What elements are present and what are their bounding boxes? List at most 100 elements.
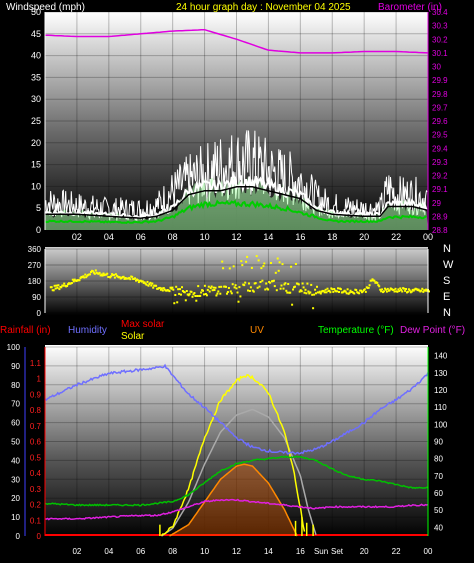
direction-point: [134, 277, 136, 280]
direction-point: [206, 288, 209, 291]
direction-point: [221, 260, 224, 263]
wind-tick-label: 25: [31, 116, 41, 126]
direction-point: [161, 289, 164, 292]
direction-point: [276, 257, 279, 260]
direction-point: [210, 285, 213, 288]
direction-point: [147, 284, 150, 287]
direction-point: [102, 272, 105, 275]
direction-point: [381, 288, 384, 291]
barometer-tick-label: 29.2: [432, 172, 448, 181]
direction-tick-label: 90: [32, 293, 41, 302]
direction-point: [310, 283, 313, 286]
direction-point: [311, 293, 314, 296]
direction-point: [262, 265, 265, 268]
rain-tick-label: 0.1: [30, 516, 42, 525]
direction-point: [171, 286, 174, 289]
barometer-tick-label: 29: [432, 199, 441, 208]
direction-point: [219, 292, 222, 295]
barometer-tick-label: 30: [432, 63, 441, 72]
barometer-tick-label: 30.1: [432, 49, 448, 58]
direction-point: [118, 276, 121, 279]
direction-point: [307, 290, 310, 293]
direction-point: [272, 279, 275, 282]
direction-point: [265, 282, 268, 285]
barometer-tick-label: 29.5: [432, 131, 448, 140]
direction-point: [355, 289, 358, 291]
direction-point: [250, 266, 253, 269]
direction-point: [72, 280, 75, 283]
direction-point: [135, 279, 137, 282]
temp-x-tick-label: 14: [264, 547, 273, 556]
direction-point: [304, 288, 307, 291]
direction-point: [264, 288, 267, 291]
direction-point: [232, 265, 235, 268]
direction-point: [252, 290, 255, 293]
direction-point: [222, 267, 225, 270]
wind-tick-label: 45: [31, 29, 41, 39]
direction-point: [149, 281, 152, 284]
wind-x-tick-label: 04: [104, 232, 114, 242]
direction-point: [261, 279, 264, 282]
temp-tick-label: 70: [434, 472, 443, 481]
direction-point: [285, 289, 288, 292]
temp-tick-label: 100: [434, 420, 448, 429]
uv-line: [169, 463, 298, 537]
direction-point: [337, 287, 339, 290]
rain-tick-label: 0.7: [30, 422, 42, 431]
temp-x-tick-label: 10: [200, 547, 209, 556]
temp-tick-label: 140: [434, 352, 448, 361]
wind-speed-shadow-line: [45, 186, 427, 219]
direction-point: [211, 289, 214, 292]
compass-e: E: [443, 291, 450, 303]
direction-point: [248, 282, 250, 285]
direction-panel-background: [45, 247, 428, 315]
direction-point: [279, 287, 282, 290]
temp-tick-label: 130: [434, 369, 448, 378]
direction-point: [247, 289, 249, 292]
temp-tick-label: 40: [434, 523, 443, 532]
direction-point: [325, 291, 328, 294]
direction-point: [422, 290, 425, 293]
direction-point: [220, 285, 223, 288]
direction-point: [425, 288, 428, 291]
direction-point: [398, 290, 401, 292]
temp-tick-label: 120: [434, 386, 448, 395]
rain-tick-label: 0: [37, 532, 42, 541]
direction-point: [322, 290, 325, 293]
direction-point: [136, 279, 139, 282]
direction-point: [291, 303, 294, 306]
direction-point: [424, 289, 427, 292]
direction-point: [349, 289, 352, 292]
direction-point: [249, 286, 252, 289]
direction-point: [229, 290, 232, 293]
direction-point: [188, 293, 191, 296]
direction-point: [66, 285, 69, 287]
wind-x-tick-label: 14: [263, 232, 273, 242]
direction-point: [331, 288, 334, 291]
rain-tick-label: 1.1: [30, 359, 42, 368]
humidity-tick-label: 40: [11, 456, 20, 465]
direction-point: [404, 289, 407, 292]
direction-point: [384, 288, 387, 291]
direction-point: [280, 284, 283, 287]
direction-point: [199, 294, 202, 297]
direction-point: [300, 290, 303, 293]
direction-point: [84, 273, 87, 276]
direction-point: [174, 294, 177, 296]
direction-point: [367, 286, 370, 289]
wind-plot: [44, 28, 429, 230]
direction-point: [278, 261, 281, 264]
direction-point: [160, 287, 163, 290]
direction-tick-label: 270: [28, 261, 42, 270]
direction-point: [290, 265, 293, 268]
direction-point: [60, 286, 63, 289]
direction-point: [236, 291, 239, 294]
direction-point: [207, 285, 210, 288]
direction-point: [71, 278, 74, 281]
direction-point: [255, 255, 258, 258]
wind-x-tick-label: 08: [168, 232, 178, 242]
legend-humidity: Humidity: [68, 325, 107, 336]
direction-point: [94, 269, 97, 272]
direction-point: [155, 284, 158, 287]
temp-x-tick-label: 22: [392, 547, 401, 556]
